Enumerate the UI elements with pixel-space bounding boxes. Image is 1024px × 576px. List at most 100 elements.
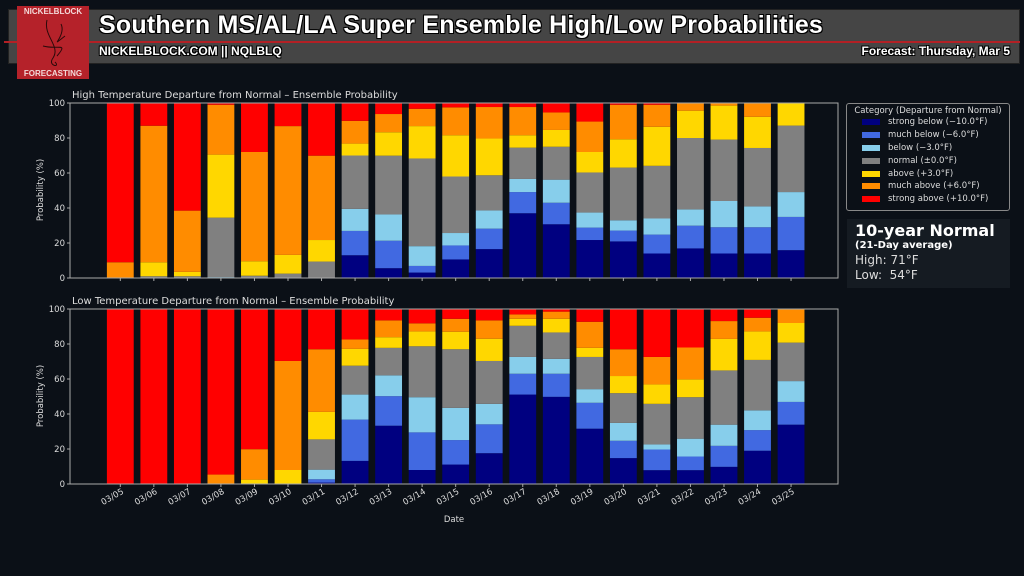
high-bar-much-above <box>509 107 537 136</box>
low-bar-strong-above <box>542 309 570 312</box>
low-bar-above <box>609 376 637 394</box>
high-bar-above <box>375 132 403 156</box>
high-bar-strong-below <box>509 213 537 278</box>
high-bar-normal <box>173 276 201 278</box>
high-bar-above <box>341 143 369 156</box>
normal-subtitle: (21-Day average) <box>855 240 953 251</box>
high-y-tick-label: 40 <box>54 204 65 214</box>
high-y-tick-label: 20 <box>54 239 65 249</box>
high-bar-much-above <box>442 107 470 136</box>
legend-swatch <box>862 132 880 139</box>
high-bar-normal <box>408 158 436 247</box>
high-bar-much-below <box>643 234 671 254</box>
low-y-tick-label: 0 <box>60 480 65 490</box>
low-bar-normal <box>643 403 671 445</box>
low-bar-strong-above <box>106 309 134 484</box>
high-bar-above <box>408 126 436 159</box>
high-bar-much-above <box>106 262 134 278</box>
page-title: Southern MS/AL/LA Super Ensemble High/Lo… <box>99 11 824 39</box>
x-tick-label: 03/09 <box>234 487 260 508</box>
low-bar-strong-below <box>442 464 470 484</box>
high-bar-normal <box>609 167 637 221</box>
high-bar-strong-below <box>677 248 704 278</box>
high-bar-strong-above <box>576 103 604 122</box>
high-bar-normal <box>710 139 738 201</box>
high-bar-above <box>308 240 335 262</box>
high-bar-much-below <box>509 192 537 214</box>
low-bar-strong-below <box>609 458 637 484</box>
low-bar-strong-above <box>173 309 201 484</box>
legend-label: above (+3.0°F) <box>888 168 954 179</box>
high-bar-normal <box>442 176 470 234</box>
high-bar-much-above <box>643 104 671 127</box>
high-bar-below <box>609 220 637 231</box>
low-bar-normal <box>744 359 771 411</box>
x-tick-label: 03/25 <box>770 487 796 508</box>
high-bar-much-below <box>609 230 637 242</box>
low-bar-strong-below <box>744 450 771 484</box>
high-bar-much-below <box>744 227 771 254</box>
legend-item: much above (+6.0°F) <box>862 180 1009 193</box>
low-bar-strong-below <box>408 470 436 484</box>
low-bar-above <box>241 479 268 484</box>
low-bar-strong-below <box>308 482 335 484</box>
high-bar-much-below <box>375 240 403 269</box>
high-bar-strong-above <box>408 103 436 109</box>
high-bar-normal <box>576 172 604 213</box>
low-bar-above <box>777 323 805 343</box>
low-bar-much-below <box>677 456 704 471</box>
low-bar-much-below <box>375 396 403 426</box>
high-bar-much-above <box>308 155 335 241</box>
low-bar-much-above <box>609 349 637 377</box>
legend-label: much above (+6.0°F) <box>888 181 980 192</box>
low-bar-much-above <box>207 474 235 484</box>
high-bar-below <box>542 179 570 203</box>
high-y-tick-label: 80 <box>54 134 65 144</box>
low-bar-normal <box>408 346 436 398</box>
high-bar-strong-above <box>609 103 637 105</box>
high-bar-above <box>643 126 671 166</box>
normal-low: Low: 54°F <box>855 268 918 282</box>
legend-item: above (+3.0°F) <box>862 167 1009 180</box>
high-bar-normal <box>744 147 771 207</box>
low-bar-much-above <box>475 320 503 339</box>
x-tick-label: 03/12 <box>334 487 360 508</box>
low-bar-above <box>509 318 537 326</box>
x-tick-label: 03/21 <box>636 487 662 508</box>
x-tick-label: 03/08 <box>200 487 226 508</box>
legend-swatch <box>862 196 880 203</box>
low-bar-strong-above <box>710 309 738 322</box>
high-bar-above <box>677 110 704 138</box>
high-bar-above <box>241 261 268 276</box>
low-bar-above <box>643 384 671 404</box>
low-bar-below <box>408 397 436 433</box>
site-label: NICKELBLOCK.COM || NQLBLQ <box>99 44 282 58</box>
low-bar-below <box>308 469 335 480</box>
high-bar-much-below <box>710 227 738 254</box>
low-bar-strong-below <box>710 466 738 484</box>
low-bar-strong-above <box>241 309 268 450</box>
low-bar-much-below <box>643 449 671 471</box>
low-bar-strong-above <box>207 309 235 475</box>
low-chart-title: Low Temperature Departure from Normal – … <box>72 296 394 307</box>
high-bar-much-above <box>408 108 436 127</box>
high-bar-strong-above <box>241 103 268 152</box>
normal-high: High: 71°F <box>855 253 919 267</box>
high-bar-above <box>173 271 201 277</box>
low-bar-much-above <box>308 349 335 412</box>
low-bar-below <box>475 403 503 425</box>
high-bar-much-below <box>777 216 805 251</box>
legend: Category (Departure from Normal) strong … <box>846 103 1010 211</box>
high-bar-much-above <box>207 104 235 155</box>
high-bar-normal <box>308 261 335 278</box>
high-bar-below <box>710 201 738 228</box>
high-bar-strong-below <box>341 255 369 278</box>
x-tick-label: 03/23 <box>703 487 729 508</box>
low-bar-normal <box>710 370 738 425</box>
high-bar-below <box>777 192 805 217</box>
legend-swatch <box>862 183 880 190</box>
high-chart-title: High Temperature Departure from Normal –… <box>72 90 398 101</box>
high-bar-below <box>576 212 604 228</box>
x-tick-label: 03/17 <box>502 487 528 508</box>
high-bar-normal <box>207 217 235 278</box>
